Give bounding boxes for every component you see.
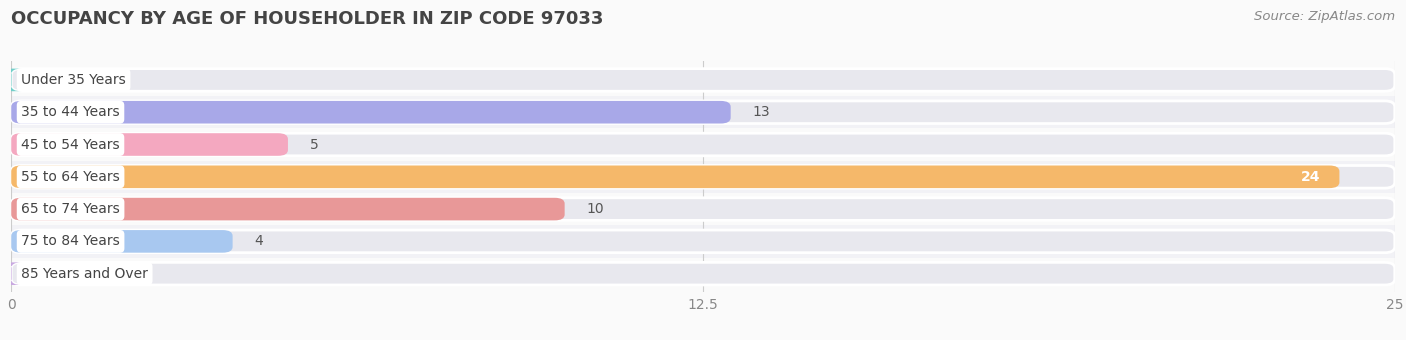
Text: 24: 24 — [1301, 170, 1320, 184]
FancyBboxPatch shape — [1, 69, 21, 91]
FancyBboxPatch shape — [11, 101, 1395, 123]
FancyBboxPatch shape — [11, 262, 1395, 285]
Text: 35 to 44 Years: 35 to 44 Years — [21, 105, 120, 119]
Text: 85 Years and Over: 85 Years and Over — [21, 267, 148, 281]
Bar — [11, 129, 1395, 161]
FancyBboxPatch shape — [11, 230, 232, 253]
Text: 13: 13 — [752, 105, 770, 119]
Bar — [11, 225, 1395, 257]
Text: Source: ZipAtlas.com: Source: ZipAtlas.com — [1254, 10, 1395, 23]
FancyBboxPatch shape — [11, 166, 1395, 188]
FancyBboxPatch shape — [11, 198, 565, 220]
FancyBboxPatch shape — [11, 230, 1395, 253]
Text: 65 to 74 Years: 65 to 74 Years — [21, 202, 120, 216]
Text: 55 to 64 Years: 55 to 64 Years — [21, 170, 120, 184]
FancyBboxPatch shape — [11, 198, 1395, 220]
Bar — [11, 64, 1395, 96]
Text: 75 to 84 Years: 75 to 84 Years — [21, 234, 120, 249]
FancyBboxPatch shape — [11, 166, 1340, 188]
Text: 5: 5 — [311, 137, 319, 152]
Bar — [11, 257, 1395, 290]
Text: OCCUPANCY BY AGE OF HOUSEHOLDER IN ZIP CODE 97033: OCCUPANCY BY AGE OF HOUSEHOLDER IN ZIP C… — [11, 10, 603, 28]
Text: Under 35 Years: Under 35 Years — [21, 73, 127, 87]
FancyBboxPatch shape — [11, 133, 1395, 156]
FancyBboxPatch shape — [11, 101, 731, 123]
FancyBboxPatch shape — [1, 262, 21, 285]
Text: 45 to 54 Years: 45 to 54 Years — [21, 137, 120, 152]
Text: 4: 4 — [254, 234, 263, 249]
Text: 10: 10 — [586, 202, 605, 216]
Bar — [11, 96, 1395, 129]
FancyBboxPatch shape — [11, 133, 288, 156]
Text: 0: 0 — [42, 267, 51, 281]
Bar — [11, 193, 1395, 225]
Text: 0: 0 — [42, 73, 51, 87]
Bar — [11, 161, 1395, 193]
FancyBboxPatch shape — [11, 69, 1395, 91]
